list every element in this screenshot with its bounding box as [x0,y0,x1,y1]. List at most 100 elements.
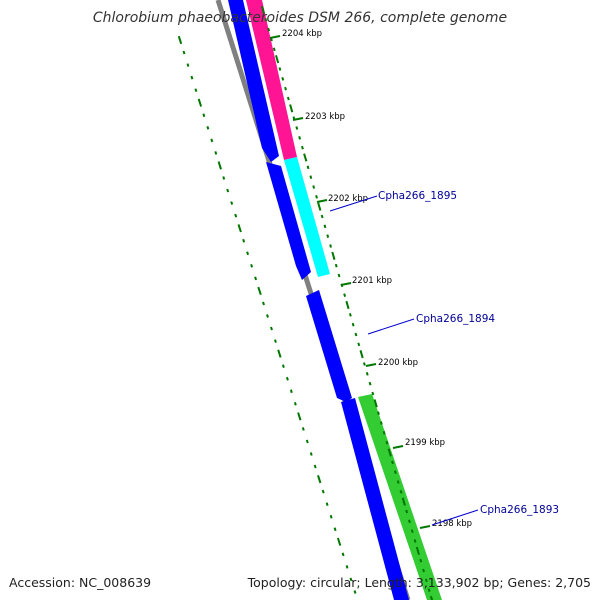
gene-label-cpha266-1895[interactable]: Cpha266_1895 [378,190,457,202]
tick-dot [329,514,333,519]
tick-dot [281,77,285,81]
tick-dot [357,342,361,347]
feature-track-cyan[interactable] [284,157,330,277]
tick-dot [237,224,242,233]
tick-dot [182,50,186,55]
cds-arrow[interactable] [266,162,311,280]
tick-dot [351,322,355,327]
ruler-tick [340,282,352,286]
tick-dot [230,201,234,205]
tick-dot [297,412,302,421]
tick-dot [415,546,420,555]
tick-dot [197,98,203,107]
tick-dot [345,300,350,310]
feature-track-green[interactable] [358,394,442,600]
tick-dot [306,165,310,170]
tick-dot [329,244,332,248]
cds-arrow[interactable] [228,0,279,162]
gene-label-leader [367,318,415,335]
ruler-tick [392,445,404,449]
ruler-label: 2199 kbp [405,438,445,448]
tick-dot [363,362,366,366]
gene-label-leader [431,509,479,526]
cds-arrow[interactable] [306,290,352,402]
tick-dot [284,86,287,91]
inner-tick-dots [177,35,357,594]
ruler-tick [419,525,431,529]
gene-label-cpha266-1893[interactable]: Cpha266_1893 [480,504,559,516]
tick-dot [281,364,285,369]
tick-dot [226,188,230,193]
tick-dot [260,5,266,15]
tick-dot [343,293,347,297]
tick-dot [315,195,318,199]
tick-dot [385,440,389,445]
tick-dot [348,313,352,317]
map-title: Chlorobium phaeobacteroides DSM 266, com… [92,10,508,26]
tick-dot [303,153,308,162]
tick-dot [312,185,316,189]
ruler-label: 2200 kbp [378,358,418,368]
tick-dot [353,590,357,594]
gene-label-cpha266-1894[interactable]: Cpha266_1894 [416,313,495,325]
tick-dot [234,213,238,218]
ruler-tick [292,117,304,121]
tick-dot [317,474,322,484]
tick-dot [301,427,305,431]
ruler-label: 2203 kbp [305,112,345,122]
tick-dot [422,568,425,573]
tick-dot [298,136,302,140]
tick-dot [408,519,411,524]
tick-dot [382,431,386,435]
tick-dot [309,175,313,179]
tick-dot [264,18,268,22]
tick-dot [405,509,409,514]
gene-label-leader [329,195,378,212]
tick-dot [177,35,183,45]
tick-dot [323,224,327,229]
cds-arrow[interactable] [341,398,409,600]
ruler-label: 2201 kbp [352,276,392,286]
ruler-label: 2204 kbp [282,29,322,39]
tick-dot [289,104,294,113]
tick-dot [391,460,394,465]
tick-dot [399,490,403,494]
tick-dot [427,588,431,592]
tick-dot [270,326,273,331]
tick-dot [401,497,406,506]
tick-dot [317,202,322,211]
tick-dot [393,470,397,474]
outer-tick-dots [260,5,435,604]
tick-dot [242,238,246,243]
ruler-label: 2202 kbp [328,194,368,204]
tick-dot [257,286,262,296]
feature-track-pink[interactable] [246,0,297,160]
tick-dot [333,527,337,532]
tick-dot [206,126,210,130]
tick-dot [331,251,336,260]
tick-dot [301,145,304,150]
tick-dot [293,402,297,406]
tick-dot [278,67,282,71]
ruler-tick [316,199,328,203]
tick-dot [210,138,214,143]
tick-dot [305,439,309,444]
tick-dot [286,96,290,101]
tick-dot [337,273,341,278]
tick-dot [379,421,383,425]
tick-dot [274,339,277,343]
tick-dot [345,565,349,569]
tick-dot [266,314,269,318]
tick-dot [275,55,280,64]
tick-dot [250,263,254,268]
tick-dot [413,539,417,543]
accession-text: Accession: NC_008639 [9,575,152,590]
tick-dot [321,489,325,494]
ruler-tick [269,35,281,39]
tick-dot [373,399,378,408]
tick-dot [222,176,226,180]
tick-dot [267,27,271,32]
tick-dot [309,452,313,456]
tick-dot [186,63,190,67]
